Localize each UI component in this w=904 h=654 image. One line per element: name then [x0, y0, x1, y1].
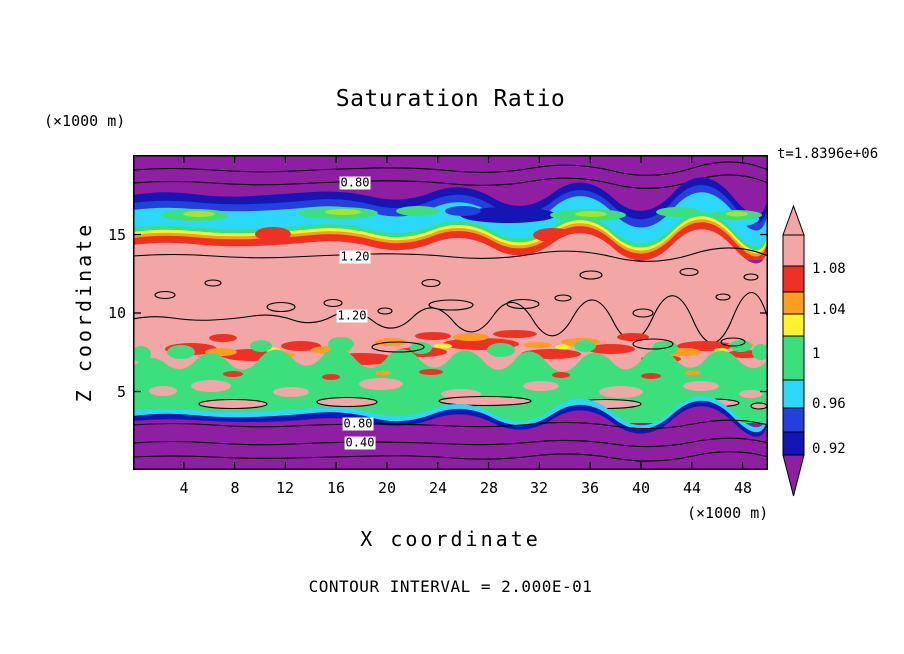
x-tick-label: 16 [326, 479, 346, 497]
contour-interval-note: CONTOUR INTERVAL = 2.000E-01 [308, 577, 593, 596]
x-tick-label: 12 [275, 479, 295, 497]
colorbar-tick-label: 0.96 [812, 396, 846, 412]
colorbar [782, 204, 805, 497]
contour-label-0.80-bottom: 0.80 [342, 416, 374, 431]
colorbar-tick-label: 1 [812, 346, 821, 362]
y-tick-label: 15 [107, 226, 126, 244]
bottom-layers [133, 395, 768, 470]
x-tick-label: 24 [428, 479, 448, 497]
plot-area: 0.80 1.20 1.20 0.80 0.40 [133, 155, 768, 470]
x-tick-label: 36 [580, 479, 600, 497]
colorbar-tick-label: 0.92 [812, 441, 846, 457]
x-tick-label: 20 [377, 479, 397, 497]
contour-label-1.20-upper: 1.20 [339, 249, 371, 264]
y-tick-label: 5 [116, 383, 126, 401]
x-axis-units-label: (×1000 m) [687, 504, 769, 522]
x-tick-label: 28 [479, 479, 499, 497]
contour-label-0.40-bottom: 0.40 [344, 435, 376, 450]
contour-field [133, 155, 768, 470]
x-tick-label: 4 [179, 479, 189, 497]
colorbar-bottom-arrow [782, 454, 805, 497]
x-tick-label: 32 [529, 479, 549, 497]
chart-title: Saturation Ratio [335, 86, 566, 112]
contour-line-1p2-lower [133, 291, 768, 344]
time-annotation: t=1.8396e+06 [777, 146, 879, 162]
plot-frame [133, 155, 768, 470]
upper-contour-lines [133, 161, 768, 189]
x-tick-label: 44 [682, 479, 702, 497]
y-tick-label: 10 [107, 304, 126, 322]
x-axis-title: X coordinate [360, 527, 541, 551]
y-axis-units-label: (×1000 m) [44, 112, 126, 130]
x-tick-label: 8 [230, 479, 240, 497]
colorbar-top-arrow [782, 204, 805, 236]
colorbar-tick-label: 1.04 [812, 302, 846, 318]
contour-islands-upper [154, 267, 759, 318]
x-tick-label: 48 [733, 479, 753, 497]
contour-line-1p2-upper [133, 247, 768, 262]
contour-label-1.20-lower: 1.20 [336, 308, 368, 323]
contour-label-0.80-top: 0.80 [339, 175, 371, 190]
x-tick-label: 40 [631, 479, 651, 497]
colorbar-tick-label: 1.08 [812, 261, 846, 277]
